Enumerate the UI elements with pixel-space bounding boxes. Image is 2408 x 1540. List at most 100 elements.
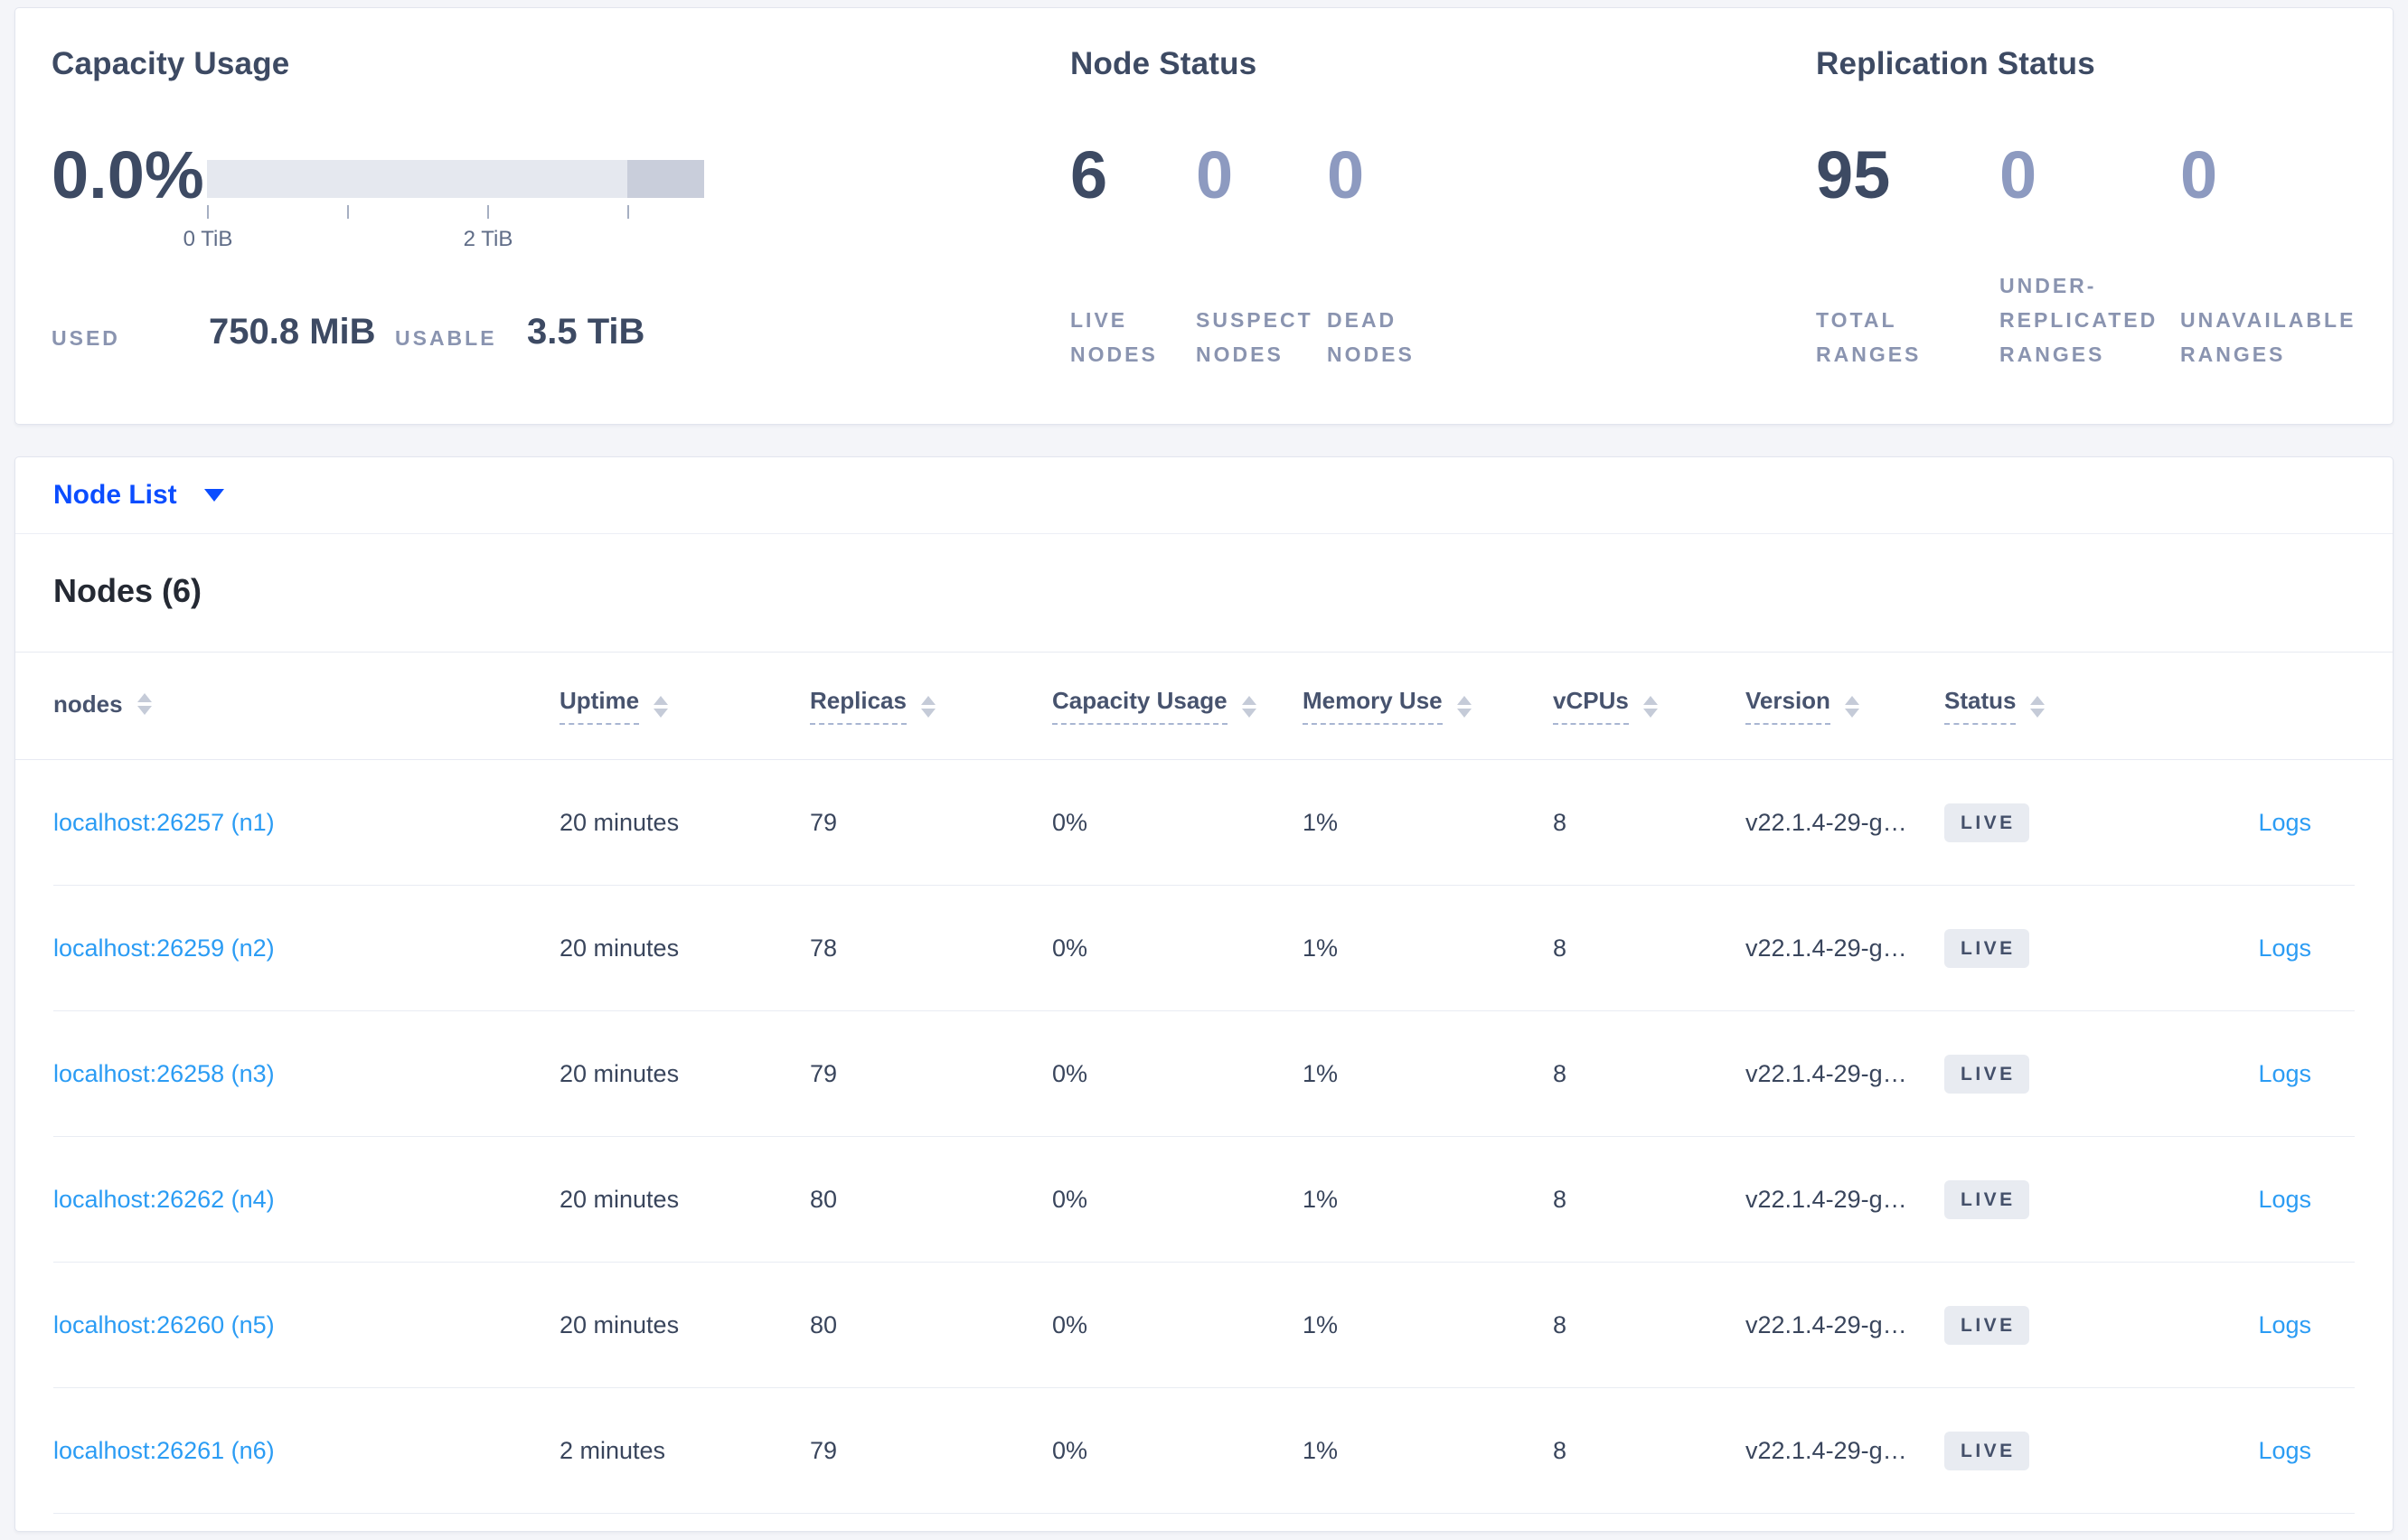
version-cell: v22.1.4-29-g… <box>1745 809 1907 836</box>
sort-icon <box>2030 696 2046 725</box>
logs-link[interactable]: Logs <box>2258 1311 2311 1338</box>
used-value: 750.8 MiB <box>209 312 376 352</box>
total-ranges-label: TOTAL RANGES <box>1816 308 1922 366</box>
unavailable-ranges-label: UNAVAILABLE RANGES <box>2180 308 2356 366</box>
memory-use-cell: 1% <box>1303 1311 1339 1338</box>
column-header-uptime[interactable]: Uptime <box>560 687 810 725</box>
vcpus-cell: 8 <box>1553 1311 1567 1338</box>
vcpus-cell: 8 <box>1553 934 1567 962</box>
logs-link[interactable]: Logs <box>2258 1060 2311 1087</box>
capacity-usage-cell: 0% <box>1052 1060 1088 1087</box>
total-ranges-value: 95 <box>1816 137 1891 212</box>
status-badge: LIVE <box>1944 1055 2029 1094</box>
memory-use-cell: 1% <box>1303 1186 1339 1213</box>
replication-status-title: Replication Status <box>1816 46 2095 81</box>
caret-down-icon <box>203 489 224 502</box>
node-link[interactable]: localhost:26258 (n3) <box>53 1060 275 1087</box>
uptime-cell: 20 minutes <box>560 1186 680 1213</box>
logs-link[interactable]: Logs <box>2258 934 2311 962</box>
sort-icon <box>1241 696 1256 725</box>
replicas-cell: 79 <box>810 1060 838 1087</box>
uptime-cell: 20 minutes <box>560 1311 680 1338</box>
usable-value: 3.5 TiB <box>527 312 645 352</box>
gauge-bar <box>207 160 704 198</box>
column-header-vcpus[interactable]: vCPUs <box>1553 687 1745 725</box>
suspect-nodes-value: 0 <box>1196 137 1234 212</box>
column-label: Replicas <box>810 687 907 725</box>
live-nodes-label: LIVE NODES <box>1070 308 1158 366</box>
table-row: localhost:26262 (n4) 20 minutes 80 0% 1%… <box>15 1137 2393 1263</box>
node-link[interactable]: localhost:26260 (n5) <box>53 1311 275 1338</box>
node-list-selector-label: Node List <box>53 480 177 510</box>
table-row: localhost:26257 (n1) 20 minutes 79 0% 1%… <box>15 760 2393 886</box>
node-link[interactable]: localhost:26261 (n6) <box>53 1437 275 1464</box>
node-status-title: Node Status <box>1070 46 1257 81</box>
view-selector-bar: Node List <box>15 457 2393 534</box>
column-label: nodes <box>53 690 123 718</box>
status-badge: LIVE <box>1944 929 2029 968</box>
replicas-cell: 78 <box>810 934 838 962</box>
node-link[interactable]: localhost:26262 (n4) <box>53 1186 275 1213</box>
table-header-row: nodes Uptime Replicas Capacity Usage Mem… <box>15 652 2393 760</box>
column-label: Uptime <box>560 687 640 725</box>
suspect-nodes-label: SUSPECT NODES <box>1196 308 1313 366</box>
replicas-cell: 80 <box>810 1186 838 1213</box>
column-header-capacity-usage[interactable]: Capacity Usage <box>1052 687 1303 725</box>
capacity-usage-cell: 0% <box>1052 934 1088 962</box>
capacity-usage-cell: 0% <box>1052 1186 1088 1213</box>
uptime-cell: 20 minutes <box>560 934 680 962</box>
column-header-nodes[interactable]: nodes <box>53 690 560 722</box>
table-body: localhost:26257 (n1) 20 minutes 79 0% 1%… <box>15 760 2393 1514</box>
replicas-cell: 80 <box>810 1311 838 1338</box>
column-header-version[interactable]: Version <box>1745 687 1944 725</box>
version-cell: v22.1.4-29-g… <box>1745 1437 1907 1464</box>
version-cell: v22.1.4-29-g… <box>1745 1311 1907 1338</box>
memory-use-cell: 1% <box>1303 809 1339 836</box>
live-nodes-value: 6 <box>1070 137 1108 212</box>
node-list-selector[interactable]: Node List <box>53 480 224 511</box>
column-label: Status <box>1944 687 2017 725</box>
node-list-card: Node List Nodes (6) nodes Uptime Replica… <box>14 456 2394 1532</box>
unavailable-ranges-value: 0 <box>2180 137 2218 212</box>
tick-label: 2 TiB <box>463 227 513 251</box>
memory-use-cell: 1% <box>1303 934 1339 962</box>
column-header-status[interactable]: Status <box>1944 687 2170 725</box>
node-link[interactable]: localhost:26257 (n1) <box>53 809 275 836</box>
status-badge: LIVE <box>1944 1432 2029 1470</box>
sort-icon <box>654 696 669 725</box>
column-header-replicas[interactable]: Replicas <box>810 687 1052 725</box>
vcpus-cell: 8 <box>1553 1060 1567 1087</box>
memory-use-cell: 1% <box>1303 1437 1339 1464</box>
dead-nodes-label: DEAD NODES <box>1327 308 1415 366</box>
nodes-heading: Nodes (6) <box>53 572 202 609</box>
version-cell: v22.1.4-29-g… <box>1745 934 1907 962</box>
table-row: localhost:26258 (n3) 20 minutes 79 0% 1%… <box>15 1011 2393 1137</box>
gauge-tick <box>627 205 629 219</box>
status-badge: LIVE <box>1944 1306 2029 1345</box>
table-row: localhost:26259 (n2) 20 minutes 78 0% 1%… <box>15 886 2393 1011</box>
column-label: Version <box>1745 687 1830 725</box>
status-badge: LIVE <box>1944 803 2029 842</box>
dead-nodes-value: 0 <box>1327 137 1365 212</box>
column-header-memory-use[interactable]: Memory Use <box>1303 687 1553 725</box>
node-link[interactable]: localhost:26259 (n2) <box>53 934 275 962</box>
under-replicated-value: 0 <box>1999 137 2037 212</box>
usable-label: USABLE <box>395 326 497 350</box>
capacity-percent: 0.0% <box>52 137 204 212</box>
status-badge: LIVE <box>1944 1180 2029 1219</box>
table-row: localhost:26260 (n5) 20 minutes 80 0% 1%… <box>15 1263 2393 1388</box>
capacity-gauge: 0 TiB 2 TiB <box>183 160 704 251</box>
gauge-tick <box>207 205 209 219</box>
logs-link[interactable]: Logs <box>2258 809 2311 836</box>
sort-icon <box>1456 696 1472 725</box>
uptime-cell: 2 minutes <box>560 1437 666 1464</box>
capacity-usage-cell: 0% <box>1052 1311 1088 1338</box>
sort-icon <box>1844 696 1859 725</box>
vcpus-cell: 8 <box>1553 1437 1567 1464</box>
column-label: Memory Use <box>1303 687 1443 725</box>
logs-link[interactable]: Logs <box>2258 1186 2311 1213</box>
gauge-dark-segment <box>627 160 704 198</box>
capacity-usage-cell: 0% <box>1052 1437 1088 1464</box>
logs-link[interactable]: Logs <box>2258 1437 2311 1464</box>
capacity-usage-cell: 0% <box>1052 809 1088 836</box>
